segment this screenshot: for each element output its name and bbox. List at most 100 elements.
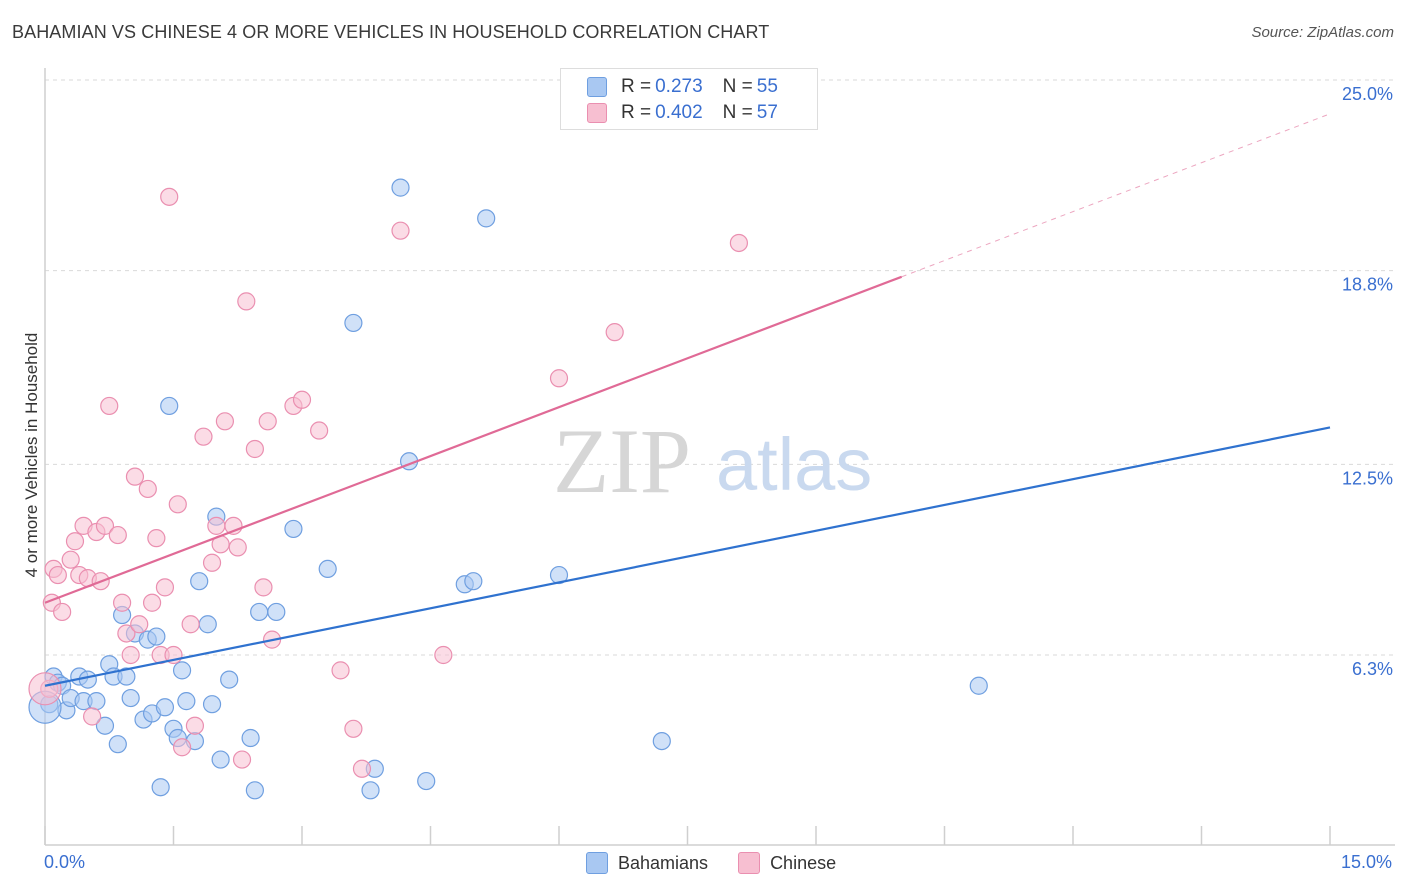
bahamians-point bbox=[464, 572, 483, 591]
chinese-point bbox=[434, 645, 453, 665]
bahamians-point bbox=[177, 692, 196, 711]
chinese-point bbox=[215, 412, 234, 431]
bahamians-point bbox=[87, 692, 106, 711]
chinese-point bbox=[194, 427, 213, 446]
chinese-point bbox=[310, 421, 329, 440]
x-tick-label-max: 15.0% bbox=[1340, 852, 1392, 872]
legend-r-label: R = bbox=[621, 76, 652, 97]
chinese-point bbox=[65, 532, 85, 551]
chinese-point bbox=[130, 615, 149, 634]
bahamians-point bbox=[391, 178, 410, 197]
chinese-point bbox=[245, 439, 264, 459]
bahamians-point bbox=[220, 670, 239, 689]
bahamians-point bbox=[190, 572, 209, 591]
chinese-point bbox=[117, 624, 136, 643]
chinese-point bbox=[53, 602, 72, 622]
y-tick-label: 6.3% bbox=[1352, 659, 1393, 679]
source-note: Source: ZipAtlas.com bbox=[1251, 24, 1394, 41]
chinese-point bbox=[549, 369, 569, 388]
chinese-point bbox=[391, 221, 410, 240]
chinese-point bbox=[232, 750, 252, 769]
y-tick-labels: 6.3% 12.5% 18.8% 25.0% bbox=[1342, 84, 1393, 679]
legend-n-value: 55 bbox=[756, 76, 778, 97]
series-chinese bbox=[28, 187, 749, 778]
bahamians-trend-line bbox=[44, 426, 1331, 687]
chinese-point bbox=[237, 292, 256, 311]
bahamians-point bbox=[198, 615, 217, 634]
y-tick-label: 25.0% bbox=[1342, 84, 1393, 104]
bahamians-point bbox=[160, 396, 179, 416]
chinese-point bbox=[202, 553, 222, 572]
bahamians-point bbox=[284, 519, 303, 539]
chinese-point bbox=[108, 525, 127, 545]
chinese-point bbox=[352, 759, 372, 778]
bahamians-point bbox=[250, 602, 269, 622]
bahamians-point bbox=[78, 670, 97, 689]
bahamians-point bbox=[211, 750, 230, 769]
chinese-point bbox=[344, 719, 363, 738]
chinese-point bbox=[112, 593, 132, 612]
chinese-point bbox=[83, 707, 102, 726]
chinese-point bbox=[185, 716, 205, 735]
trend-lines bbox=[44, 113, 1331, 687]
bahamians-point bbox=[108, 735, 127, 754]
chinese-point bbox=[207, 516, 226, 535]
chinese-point bbox=[331, 661, 350, 680]
chinese-point bbox=[254, 578, 273, 597]
chinese-point bbox=[48, 565, 67, 585]
chinese-point bbox=[172, 738, 192, 757]
legend-row-chinese: R = 0.402 N = 57 bbox=[587, 101, 798, 125]
bahamians-point bbox=[155, 698, 175, 717]
chinese-point bbox=[729, 233, 749, 253]
bahamians-point bbox=[361, 781, 380, 800]
legend-r-value: 0.273 bbox=[655, 76, 703, 97]
legend-item-chinese[interactable]: Chinese bbox=[738, 852, 836, 874]
chinese-point bbox=[181, 615, 200, 634]
watermark: ZIP atlas bbox=[553, 410, 872, 512]
chinese-point bbox=[125, 467, 145, 486]
legend-r-value: 0.402 bbox=[655, 102, 703, 123]
y-tick-label: 12.5% bbox=[1342, 468, 1393, 488]
bahamians-point bbox=[147, 627, 166, 646]
legend-swatch-blue bbox=[587, 77, 607, 97]
chinese-point bbox=[28, 672, 62, 706]
legend-label-chinese: Chinese bbox=[770, 852, 837, 873]
bahamians-point bbox=[417, 771, 436, 791]
chinese-point bbox=[228, 538, 247, 557]
bahamians-point bbox=[202, 695, 222, 714]
legend-row-bahamians: R = 0.273 N = 55 bbox=[587, 75, 798, 99]
chinese-point bbox=[258, 412, 277, 431]
chinese-point bbox=[160, 187, 179, 206]
chinese-point bbox=[605, 323, 624, 342]
legend-n-value: 57 bbox=[756, 102, 778, 123]
y-tick-label: 18.8% bbox=[1342, 275, 1393, 295]
chinese-trend-extension bbox=[901, 113, 1331, 278]
legend-swatch-pink bbox=[738, 852, 761, 874]
legend-swatch-pink bbox=[587, 103, 607, 123]
bahamians-point bbox=[318, 559, 337, 579]
chinese-point bbox=[292, 390, 312, 409]
chinese-point bbox=[147, 529, 166, 548]
bahamians-point bbox=[344, 313, 363, 333]
chinese-point bbox=[168, 495, 187, 514]
bahamians-point bbox=[267, 602, 286, 622]
legend-n-label: N = bbox=[722, 102, 753, 123]
bahamians-point bbox=[652, 731, 671, 751]
chart-title: BAHAMIAN VS CHINESE 4 OR MORE VEHICLES I… bbox=[12, 22, 770, 42]
correlation-legend: R = 0.273 N = 55 R = 0.402 N = 57 bbox=[560, 68, 818, 130]
chinese-point bbox=[100, 396, 119, 416]
y-axis-label: 4 or more Vehicles in Household bbox=[22, 332, 41, 578]
chinese-point bbox=[155, 578, 175, 597]
chinese-point bbox=[61, 550, 80, 569]
chinese-point bbox=[121, 645, 140, 665]
chinese-point bbox=[142, 593, 162, 612]
bahamians-point bbox=[117, 667, 136, 686]
legend-swatch-blue bbox=[586, 852, 608, 874]
bahamians-point bbox=[241, 728, 260, 748]
chinese-point bbox=[95, 516, 115, 535]
watermark-atlas: atlas bbox=[716, 423, 872, 506]
watermark-zip: ZIP bbox=[553, 410, 691, 512]
bahamians-point bbox=[969, 676, 988, 695]
legend-item-bahamians[interactable]: Bahamians bbox=[586, 852, 708, 874]
